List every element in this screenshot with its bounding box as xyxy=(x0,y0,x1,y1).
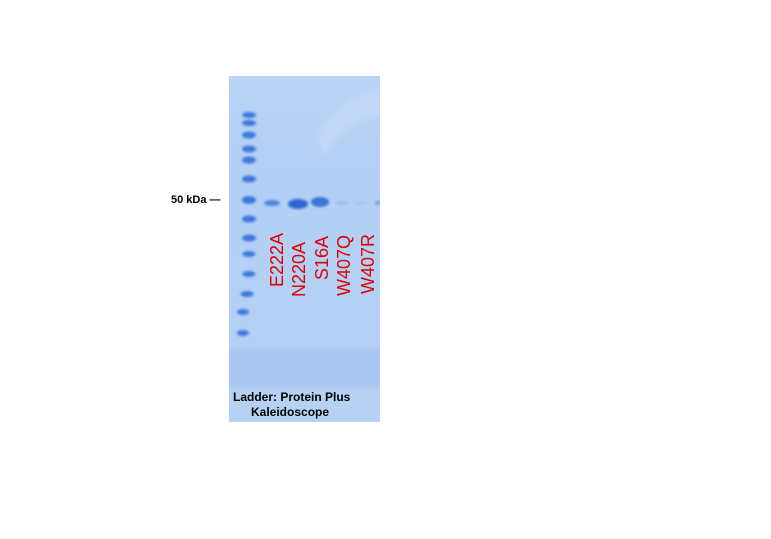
marker-50kda-label: 50 kDa — xyxy=(171,194,221,206)
band-w407q xyxy=(335,201,349,205)
ladder-lane xyxy=(237,112,256,336)
lane-label-s16a: S16A xyxy=(312,235,332,280)
dye-front xyxy=(229,348,380,388)
lane-label-w407r: W407R xyxy=(358,233,378,294)
band-w407r xyxy=(356,201,368,205)
ladder-caption-line1: Ladder: Protein Plus xyxy=(233,390,351,404)
gel-bands xyxy=(229,90,380,388)
ladder-caption-line2: Kaleidoscope xyxy=(251,405,330,419)
band-edge xyxy=(375,200,380,206)
gel-artifact xyxy=(317,90,380,156)
band-e222a xyxy=(264,200,280,206)
band-n220a xyxy=(288,199,308,209)
gel-image xyxy=(229,76,380,422)
lane-label-e222a: E222A xyxy=(267,232,287,287)
lane-label-n220a: N220A xyxy=(289,241,309,297)
band-s16a xyxy=(311,197,329,207)
lane-label-w407q: W407Q xyxy=(334,234,354,296)
sample-bands xyxy=(264,197,380,209)
